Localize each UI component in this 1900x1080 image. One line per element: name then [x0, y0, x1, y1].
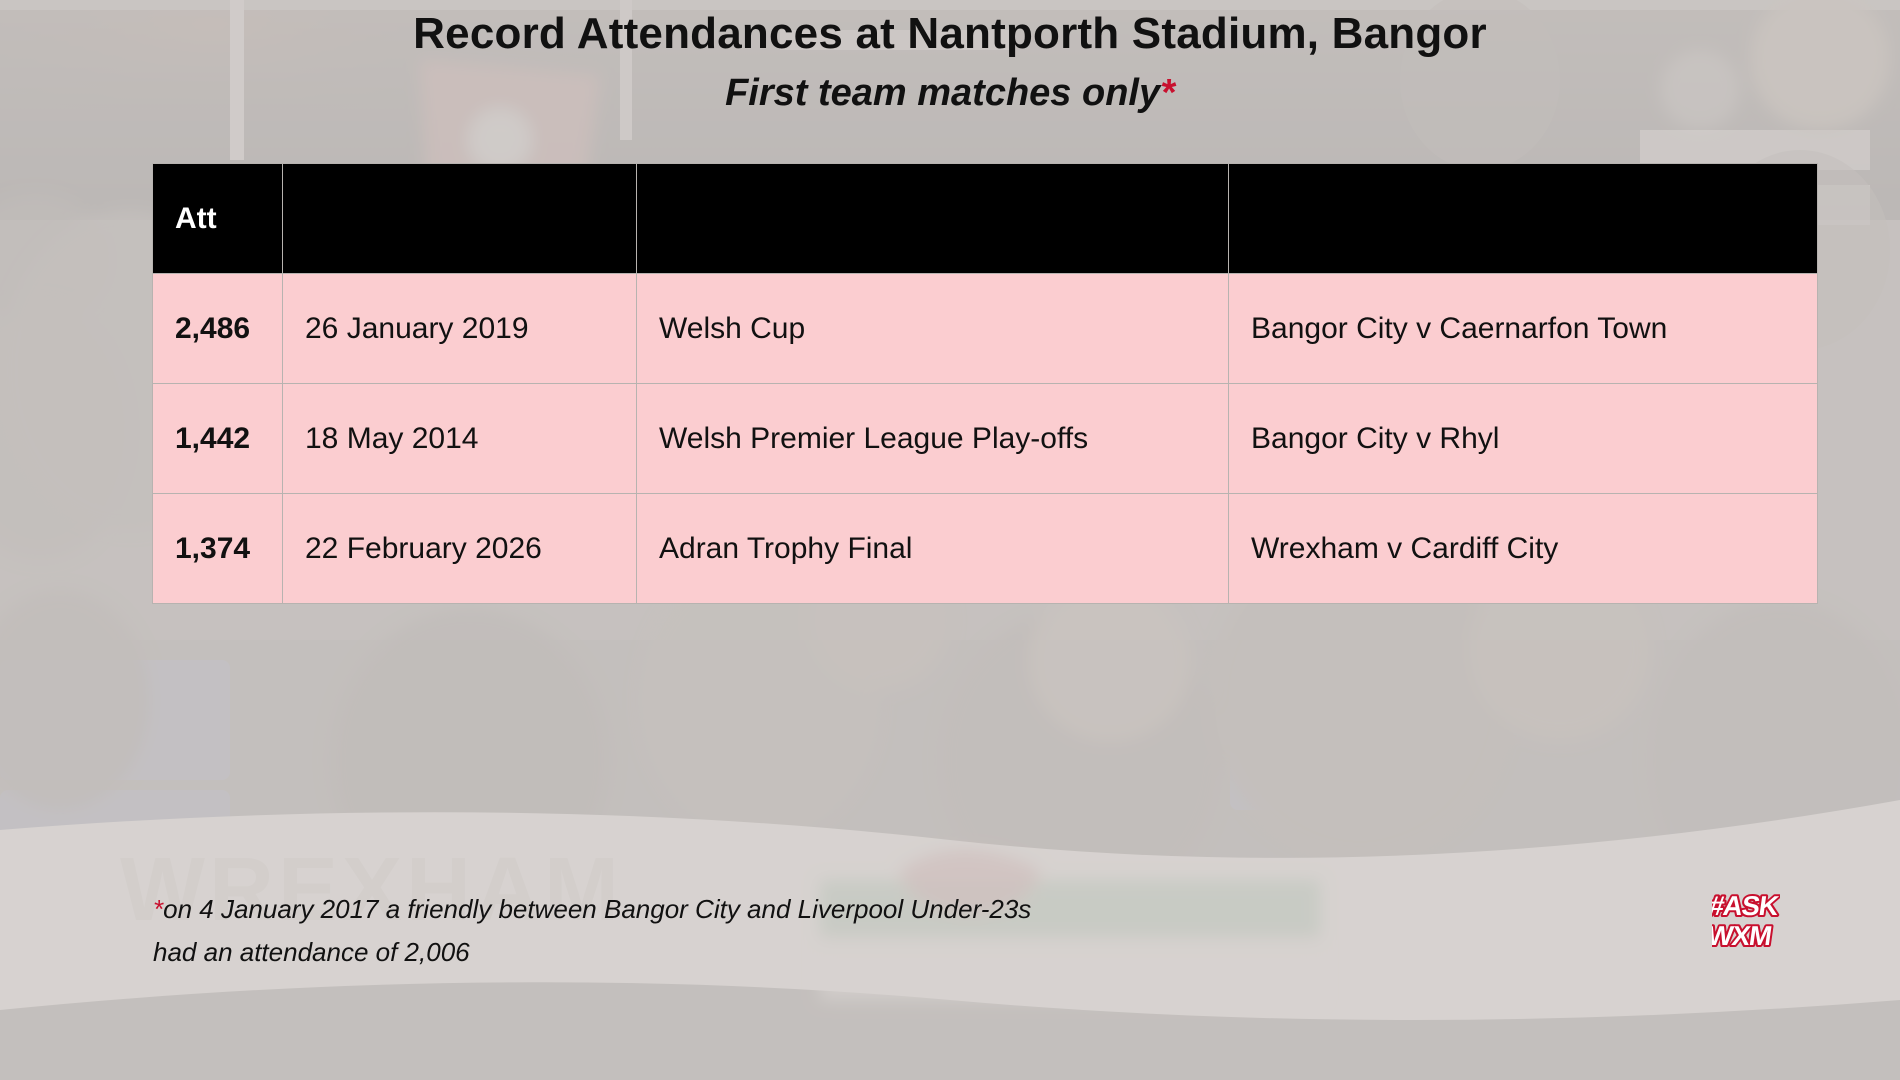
svg-text:#ASK: #ASK	[1712, 890, 1780, 921]
svg-text:WXM: WXM	[1712, 920, 1773, 951]
